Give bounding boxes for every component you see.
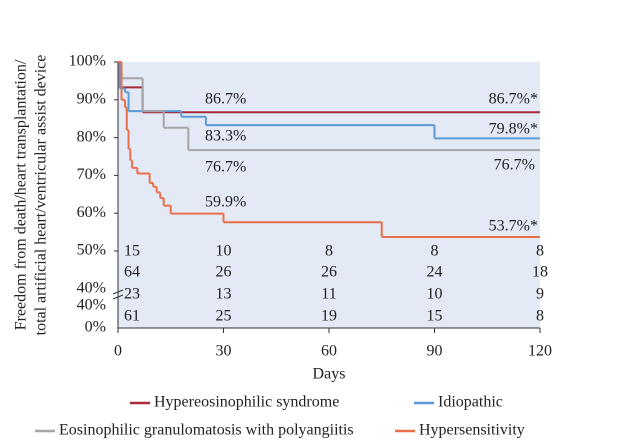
axis-break bbox=[112, 294, 124, 300]
annotation: 86.7% bbox=[205, 91, 246, 108]
at-risk-count: 13 bbox=[216, 286, 232, 303]
x-axis-label: Days bbox=[313, 366, 346, 383]
at-risk-count: 9 bbox=[536, 286, 544, 303]
annotation: 79.8%* bbox=[489, 121, 538, 138]
axis-break bbox=[112, 289, 124, 295]
at-risk-count: 8 bbox=[536, 308, 544, 325]
at-risk-count: 11 bbox=[321, 286, 336, 303]
y-tick-label: 60% bbox=[77, 204, 106, 221]
legend-label: Hypereosinophilic syndrome bbox=[154, 394, 339, 411]
y-tick-label: 80% bbox=[77, 128, 106, 145]
y-tick-label: 50% bbox=[77, 242, 106, 259]
at-risk-count: 8 bbox=[431, 243, 439, 260]
at-risk-count: 61 bbox=[124, 308, 140, 325]
y-axis-label: Freedom from death/heart transplantation… bbox=[13, 59, 30, 330]
at-risk-count: 10 bbox=[216, 243, 232, 260]
at-risk-count: 26 bbox=[321, 264, 337, 281]
x-tick-label: 0 bbox=[114, 343, 122, 360]
at-risk-count: 15 bbox=[427, 308, 443, 325]
y-tick-label: 70% bbox=[77, 166, 106, 183]
annotation: 76.7% bbox=[494, 157, 535, 174]
at-risk-count: 15 bbox=[124, 243, 140, 260]
legend-label: Eosinophilic granulomatosis with polyang… bbox=[59, 422, 354, 439]
annotation: 76.7% bbox=[205, 159, 246, 176]
x-tick-label: 90 bbox=[427, 343, 443, 360]
at-risk-count: 25 bbox=[216, 308, 232, 325]
plot-background bbox=[118, 62, 540, 328]
annotation: 53.7%* bbox=[489, 218, 538, 235]
at-risk-count: 24 bbox=[427, 264, 443, 281]
y-tick-label: 0% bbox=[85, 319, 106, 336]
annotation: 59.9% bbox=[205, 194, 246, 211]
y-tick-label: 40% bbox=[77, 280, 106, 297]
y-tick-label: 100% bbox=[69, 53, 106, 70]
at-risk-count: 26 bbox=[216, 264, 232, 281]
at-risk-count: 10 bbox=[427, 286, 443, 303]
legend-label: Hypersensitivity bbox=[419, 422, 525, 439]
at-risk-count: 18 bbox=[532, 264, 548, 281]
at-risk-count: 23 bbox=[124, 286, 140, 303]
y-axis-label: total artificial heart/ventricular assis… bbox=[33, 55, 50, 336]
at-risk-count: 64 bbox=[124, 264, 140, 281]
legend-label: Idiopathic bbox=[438, 394, 503, 411]
x-tick-label: 30 bbox=[216, 343, 232, 360]
annotation: 86.7%* bbox=[489, 91, 538, 108]
at-risk-count: 19 bbox=[321, 308, 337, 325]
y-tick-label: 90% bbox=[77, 90, 106, 107]
annotation: 83.3% bbox=[205, 128, 246, 145]
x-tick-label: 60 bbox=[321, 343, 337, 360]
at-risk-count: 8 bbox=[325, 243, 333, 260]
at-risk-count: 8 bbox=[536, 243, 544, 260]
y-tick-label: 40% bbox=[77, 297, 106, 314]
x-tick-label: 120 bbox=[528, 343, 552, 360]
